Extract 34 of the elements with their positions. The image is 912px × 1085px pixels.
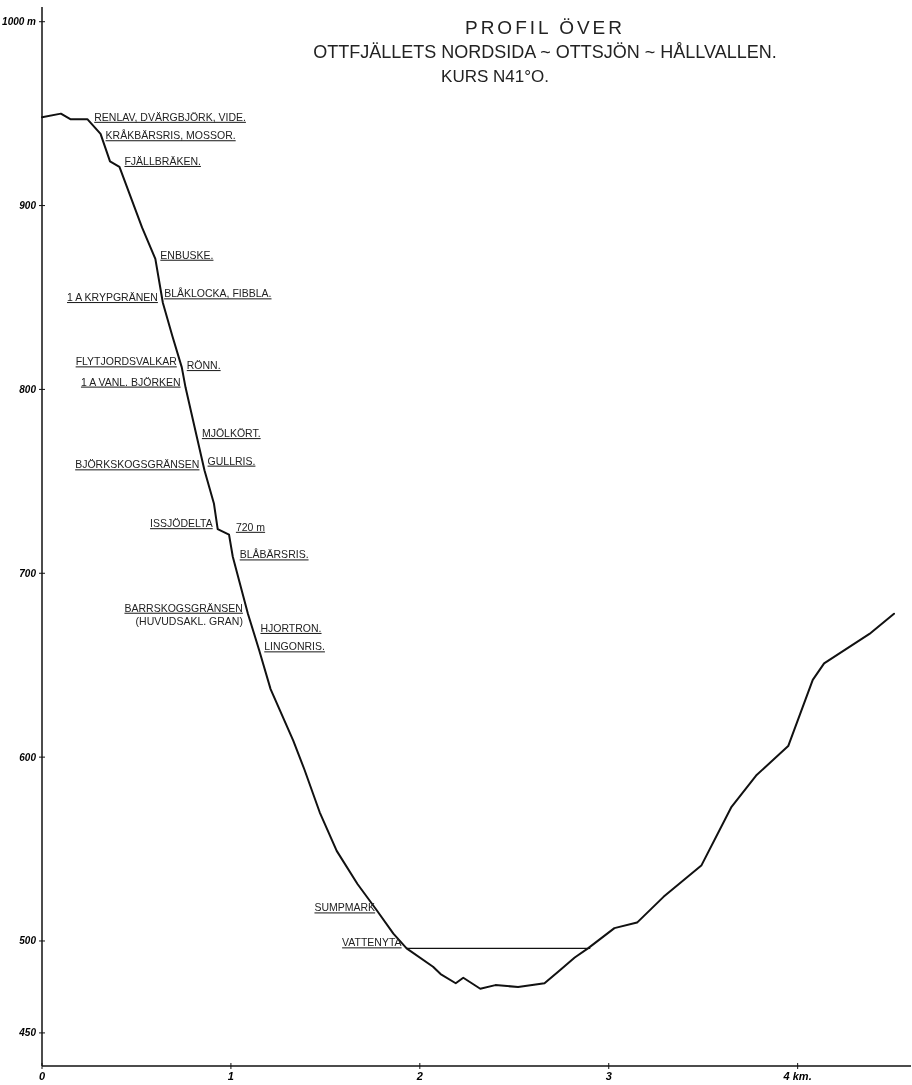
- annotation: LINGONRIS.: [264, 640, 325, 653]
- annotation: HJORTRON.: [260, 621, 322, 634]
- x-tick-label: 3: [605, 1070, 612, 1082]
- annotation: RÖNN.: [186, 359, 221, 372]
- y-tick-label: 700: [19, 567, 37, 579]
- y-tick-label: 600: [19, 751, 37, 763]
- annotation: ENBUSKE.: [160, 248, 214, 261]
- annotation: BJÖRKSKOGSGRÄNSEN: [75, 458, 200, 471]
- annotation: 1 A VANL. BJÖRKEN: [80, 375, 181, 388]
- annotation: MJÖLKÖRT.: [201, 427, 261, 440]
- x-tick-label: 1: [227, 1070, 234, 1082]
- y-tick-label: 450: [18, 1027, 37, 1039]
- annotation: BLÅBÄRSRIS.: [239, 548, 309, 561]
- y-tick-label: 800: [19, 383, 37, 395]
- annotation: VATTENYTA: [342, 936, 402, 949]
- annotation: RENLAV, DVÄRGBJÖRK, VIDE.: [94, 110, 246, 123]
- annotation: GULLRIS.: [207, 454, 256, 467]
- x-tick-label: 4 km.: [782, 1070, 812, 1082]
- x-tick-label: 2: [415, 1070, 423, 1082]
- text: KURS N41°O.: [441, 67, 549, 86]
- text: PROFIL ÖVER OTTFJÄLLETS NORDSIDA ~ OTTSJÖN ~ HÅLLVALLEN.: [313, 17, 777, 62]
- annotation: BLÅKLOCKA, FIBBLA.: [164, 287, 272, 300]
- y-tick-label: 1000 m: [2, 16, 37, 28]
- annotation: KRÅKBÄRSRIS, MOSSOR.: [105, 129, 236, 142]
- annotation: FLYTJORDSVALKAR: [75, 355, 178, 368]
- x-tick-label: 0: [38, 1070, 46, 1082]
- annotation: BARRSKOGSGRÄNSEN (HUVUDSAKL. GRAN): [124, 601, 243, 627]
- annotation: SUMPMARK: [314, 901, 376, 914]
- y-tick-label: 900: [19, 200, 37, 212]
- annotation: 1 A KRYPGRÄNEN: [67, 291, 158, 304]
- annotation: FJÄLLBRÄKEN.: [124, 154, 201, 167]
- y-tick-label: 500: [19, 935, 37, 947]
- annotation: ISSJÖDELTA: [150, 517, 213, 530]
- annotation: 720 m: [235, 520, 266, 533]
